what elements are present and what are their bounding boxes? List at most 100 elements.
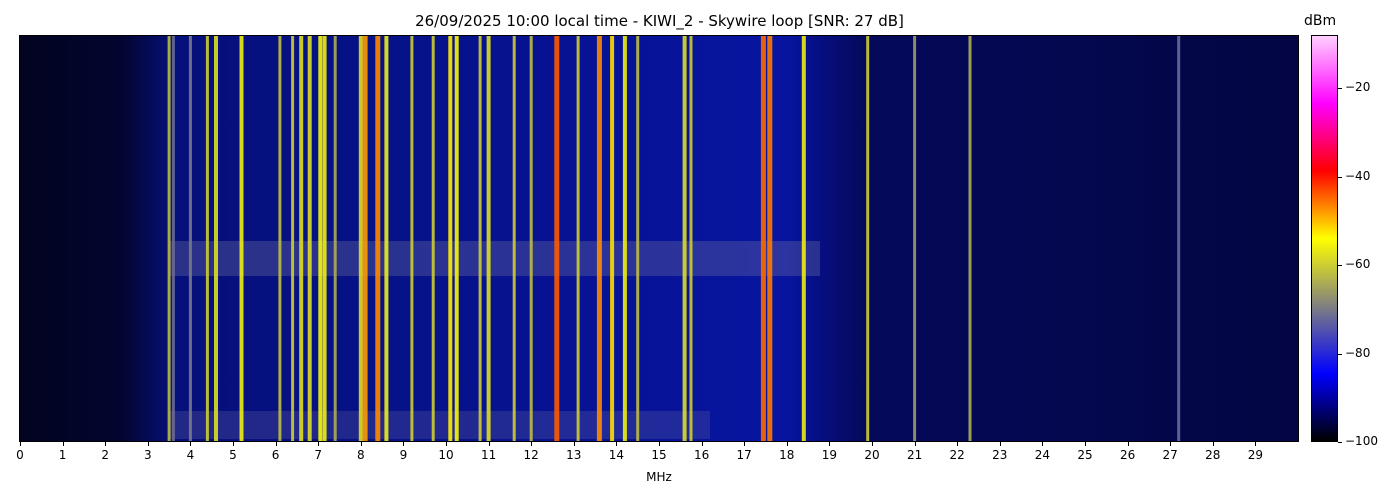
x-tick-label: 29 bbox=[1247, 448, 1264, 462]
signal-line bbox=[167, 36, 171, 441]
x-tick-mark bbox=[872, 442, 873, 446]
waterfall-background bbox=[20, 36, 1298, 441]
signal-line bbox=[318, 36, 323, 441]
signal-line bbox=[767, 36, 773, 441]
colorbar bbox=[1311, 35, 1338, 442]
signal-line bbox=[188, 36, 192, 441]
colorbar-tick-label: −20 bbox=[1345, 80, 1371, 95]
signal-line bbox=[596, 36, 602, 441]
colorbar-tick-mark bbox=[1338, 265, 1342, 267]
x-tick-mark bbox=[147, 442, 149, 446]
x-tick-label: 15 bbox=[651, 448, 667, 462]
x-axis-label: MHz bbox=[646, 470, 672, 484]
x-tick-mark bbox=[488, 442, 490, 446]
chart-title: 26/09/2025 10:00 local time - KIWI_2 - S… bbox=[415, 12, 904, 30]
x-tick-label: 22 bbox=[949, 448, 965, 462]
x-tick-mark bbox=[531, 442, 533, 446]
x-tick-mark bbox=[616, 442, 618, 446]
colorbar-tick-label: −40 bbox=[1345, 168, 1371, 183]
signal-line bbox=[171, 36, 175, 441]
signal-line bbox=[478, 36, 482, 441]
waterfall-svg bbox=[20, 36, 1298, 441]
interference-band bbox=[170, 411, 710, 439]
x-tick-mark bbox=[233, 442, 234, 446]
signal-line bbox=[801, 36, 806, 441]
x-tick-label: 0 bbox=[16, 448, 24, 462]
x-tick-mark bbox=[62, 442, 64, 446]
x-tick-mark bbox=[786, 442, 788, 446]
signal-line bbox=[913, 36, 917, 441]
x-tick-label: 18 bbox=[779, 448, 795, 462]
signal-line bbox=[760, 36, 766, 441]
signal-line bbox=[689, 36, 693, 441]
x-tick-label: 24 bbox=[1034, 448, 1051, 462]
x-tick-label: 14 bbox=[608, 448, 625, 462]
colorbar-tick-label: −100 bbox=[1345, 434, 1378, 448]
x-tick-mark bbox=[1127, 442, 1129, 446]
x-tick-label: 21 bbox=[906, 448, 923, 462]
signal-line bbox=[486, 36, 491, 441]
x-tick-mark bbox=[914, 442, 916, 446]
x-tick-mark bbox=[1170, 442, 1172, 446]
colorbar-tick-mark bbox=[1338, 442, 1342, 443]
x-tick-label: 26 bbox=[1119, 448, 1136, 462]
x-tick-mark bbox=[957, 442, 959, 446]
x-tick-label: 8 bbox=[356, 448, 365, 462]
signal-line bbox=[299, 36, 304, 441]
interference-band bbox=[170, 241, 820, 276]
signal-line bbox=[214, 36, 218, 441]
signal-line bbox=[554, 36, 560, 441]
waterfall-plot[interactable] bbox=[19, 35, 1299, 442]
x-tick-label: 17 bbox=[736, 448, 752, 462]
x-tick-mark bbox=[318, 442, 320, 446]
x-tick-mark bbox=[105, 442, 107, 446]
colorbar-tick-mark bbox=[1338, 88, 1342, 90]
x-tick-label: 16 bbox=[693, 448, 710, 462]
x-tick-mark bbox=[1255, 442, 1257, 446]
x-tick-label: 28 bbox=[1205, 448, 1221, 462]
x-tick-label: 27 bbox=[1162, 448, 1178, 462]
x-tick-label: 1 bbox=[58, 448, 67, 462]
signal-line bbox=[866, 36, 870, 441]
signal-line bbox=[610, 36, 615, 441]
signal-line bbox=[375, 36, 381, 441]
x-tick-mark bbox=[360, 442, 362, 446]
signal-line bbox=[622, 36, 627, 441]
signal-line bbox=[358, 36, 363, 441]
x-tick-mark bbox=[829, 442, 831, 446]
signal-line bbox=[512, 36, 516, 441]
x-tick-mark bbox=[1212, 442, 1214, 446]
x-tick-mark bbox=[1085, 442, 1086, 446]
colorbar-tick-label: −60 bbox=[1345, 257, 1371, 272]
signal-line bbox=[636, 36, 640, 441]
x-tick-mark bbox=[744, 442, 746, 446]
signal-line bbox=[410, 36, 414, 441]
signal-line bbox=[1177, 36, 1181, 441]
x-tick-label: 19 bbox=[821, 448, 838, 462]
x-tick-mark bbox=[403, 442, 405, 446]
signal-line bbox=[278, 36, 282, 441]
signal-line bbox=[322, 36, 327, 441]
x-tick-mark bbox=[190, 442, 192, 446]
x-tick-mark bbox=[573, 442, 575, 446]
x-tick-mark bbox=[446, 442, 447, 446]
signal-line bbox=[239, 36, 244, 441]
x-tick-label: 6 bbox=[271, 448, 280, 462]
signal-line bbox=[682, 36, 687, 441]
x-tick-label: 9 bbox=[399, 448, 408, 462]
x-tick-label: 4 bbox=[186, 448, 195, 462]
signal-line bbox=[205, 36, 209, 441]
colorbar-unit: dBm bbox=[1304, 13, 1337, 29]
x-tick-mark bbox=[659, 442, 660, 446]
x-tick-label: 25 bbox=[1077, 448, 1093, 462]
x-tick-label: 11 bbox=[480, 448, 497, 462]
signal-line bbox=[333, 36, 337, 441]
x-tick-label: 23 bbox=[992, 448, 1008, 462]
x-tick-label: 3 bbox=[143, 448, 152, 462]
x-axis: 0 1 2 3 4 5 6 7 8 9 10 11 12 13 14 15 16 17 18 19 20 21 22 23 24… bbox=[16, 442, 1299, 472]
colorbar-tick-mark bbox=[1338, 176, 1342, 178]
signal-line bbox=[431, 36, 435, 441]
x-tick-label: 10 bbox=[438, 448, 454, 462]
signal-line bbox=[362, 36, 368, 441]
signal-line bbox=[576, 36, 580, 441]
